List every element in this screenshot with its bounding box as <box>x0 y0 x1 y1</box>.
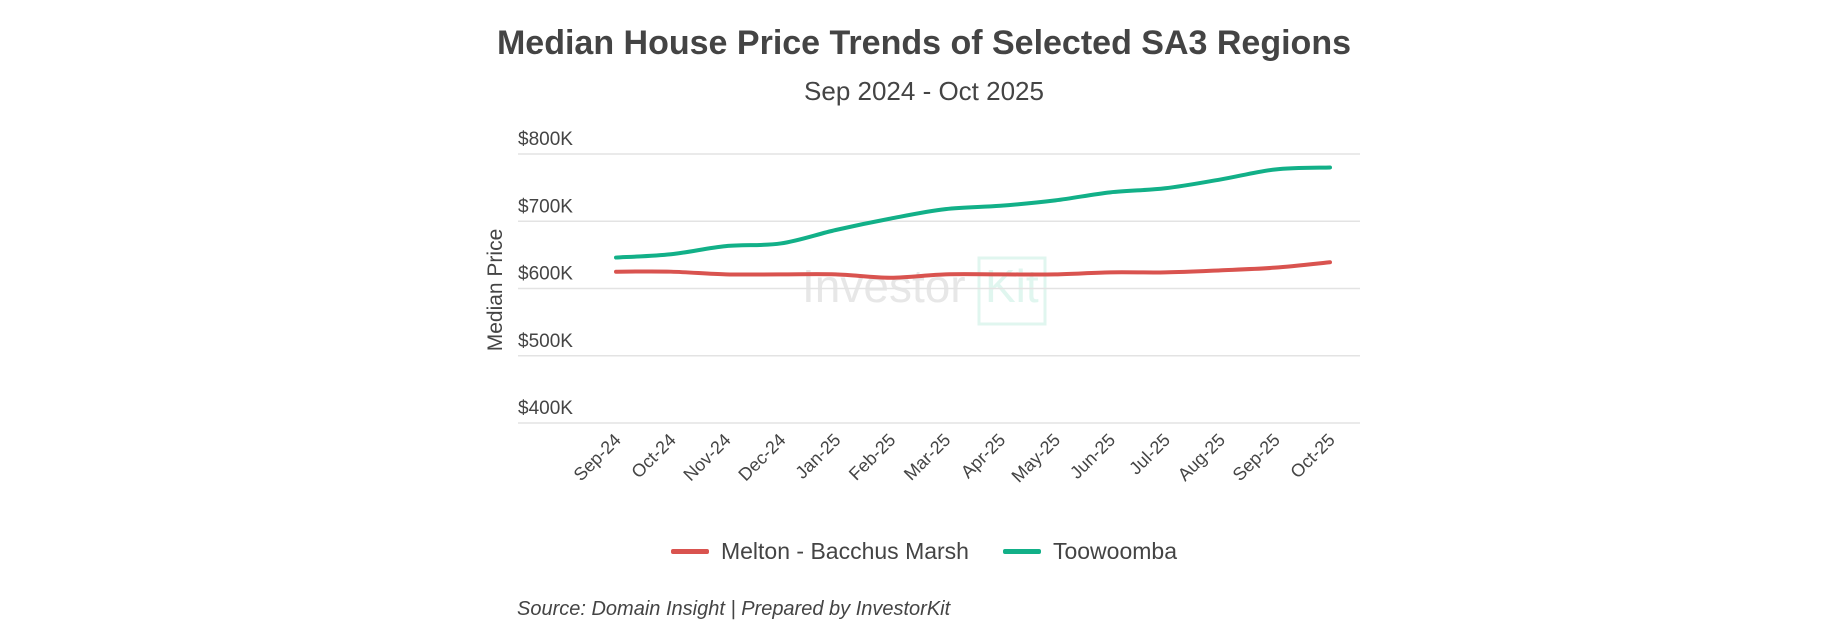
y-tick-label: $500K <box>518 331 573 352</box>
legend-swatch <box>1002 549 1041 554</box>
source-note: Source: Domain Insight | Prepared by Inv… <box>517 598 951 620</box>
y-tick-label: $400K <box>518 398 573 419</box>
x-tick-label: Jun-25 <box>1066 430 1119 483</box>
investorkit-watermark: Investor Kit <box>802 256 1047 326</box>
svg-text:Kit: Kit <box>985 260 1039 312</box>
x-tick-label: Nov-24 <box>679 430 734 485</box>
x-tick-label: Jan-25 <box>791 430 844 483</box>
chart-subtitle: Sep 2024 - Oct 2025 <box>804 76 1044 106</box>
svg-text:Investor: Investor <box>802 260 966 312</box>
series-line-1 <box>614 165 1332 260</box>
legend-label: Toowoomba <box>1052 538 1177 564</box>
y-tick-label: $800K <box>518 129 573 150</box>
x-tick-label: Feb-25 <box>845 430 899 484</box>
legend-swatch <box>670 549 709 554</box>
series-line-0 <box>614 260 1332 280</box>
y-tick-label: $700K <box>518 196 573 217</box>
chart-title: Median House Price Trends of Selected SA… <box>496 24 1352 62</box>
x-tick-label: Apr-25 <box>957 430 1009 482</box>
y-tick-label: $600K <box>518 264 573 285</box>
x-tick-label: May-25 <box>1008 430 1065 487</box>
x-tick-label: Jul-25 <box>1125 430 1174 479</box>
x-tick-label: Aug-25 <box>1174 430 1229 485</box>
y-axis-label: Median Price <box>484 229 507 352</box>
x-tick-label: Oct-24 <box>627 430 679 482</box>
x-tick-label: Dec-24 <box>734 430 789 485</box>
legend-item-toowoomba[interactable]: Toowoomba <box>1002 538 1177 565</box>
x-tick-label: Oct-25 <box>1286 430 1338 482</box>
x-tick-label: Sep-25 <box>1229 430 1284 485</box>
legend-label: Melton - Bacchus Marsh <box>720 538 969 564</box>
legend: Melton - Bacchus Marsh Toowoomba <box>0 538 1848 565</box>
x-tick-label: Sep-24 <box>570 430 625 485</box>
legend-item-melton[interactable]: Melton - Bacchus Marsh <box>670 538 969 565</box>
x-tick-label: Mar-25 <box>900 430 954 484</box>
